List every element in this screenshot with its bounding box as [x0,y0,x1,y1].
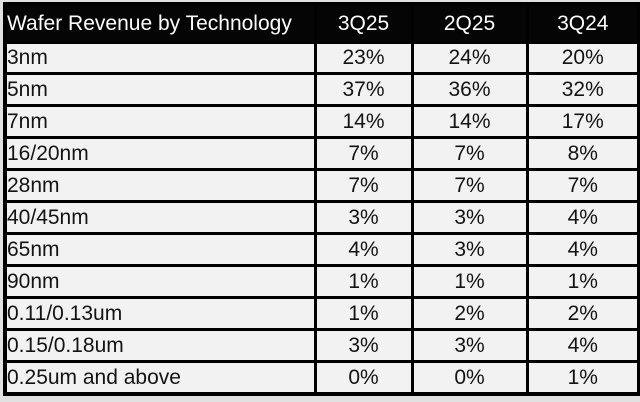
value-cell: 3% [410,200,529,236]
value-cell: 4% [525,232,640,268]
table-row: 0.11/0.13um 1% 2% 2% [3,296,640,331]
value-cell: 14% [313,104,414,140]
value-cell: 3% [410,232,529,268]
table-row: 40/45nm 3% 3% 4% [3,200,640,236]
row-label-cell: 0.15/0.18um [3,327,317,363]
value-cell: 3% [313,327,414,363]
value-cell: 1% [313,264,414,299]
value-cell: 1% [525,264,640,299]
table-row: 3nm 23% 24% 20% [3,40,640,76]
value-cell: 17% [525,104,640,140]
value-cell: 2% [525,296,640,331]
wafer-revenue-table-container: Wafer Revenue by Technology 3Q25 2Q25 3Q… [3,2,640,396]
table-row: 0.15/0.18um 3% 3% 4% [3,327,640,363]
value-cell: 7% [410,136,529,172]
table-row: 5nm 37% 36% 32% [3,72,640,108]
value-cell: 0% [313,359,414,396]
value-cell: 7% [313,136,414,172]
value-cell: 3% [410,327,529,363]
column-header-3q25: 3Q25 [313,2,414,44]
value-cell: 7% [313,168,414,204]
row-label-cell: 7nm [3,104,317,140]
row-label-cell: 0.11/0.13um [3,296,317,331]
table-title: Wafer Revenue by Technology [3,2,317,44]
value-cell: 37% [313,72,414,108]
value-cell: 3% [313,200,414,236]
row-label-cell: 40/45nm [3,200,317,236]
value-cell: 4% [525,327,640,363]
table-row: 0.25um and above 0% 0% 1% [3,359,640,396]
value-cell: 4% [313,232,414,268]
row-label-cell: 90nm [3,264,317,299]
wafer-revenue-table: Wafer Revenue by Technology 3Q25 2Q25 3Q… [3,2,640,396]
table-row: 7nm 14% 14% 17% [3,104,640,140]
row-label-cell: 0.25um and above [3,359,317,396]
table-row: 28nm 7% 7% 7% [3,168,640,204]
table-row: 65nm 4% 3% 4% [3,232,640,268]
value-cell: 1% [525,359,640,396]
value-cell: 8% [525,136,640,172]
row-label-cell: 5nm [3,72,317,108]
table-row: 90nm 1% 1% 1% [3,264,640,299]
value-cell: 0% [410,359,529,396]
table-header-row: Wafer Revenue by Technology 3Q25 2Q25 3Q… [3,2,640,44]
column-header-2q25: 2Q25 [410,2,529,44]
row-label-cell: 16/20nm [3,136,317,172]
value-cell: 4% [525,200,640,236]
value-cell: 1% [410,264,529,299]
value-cell: 1% [313,296,414,331]
value-cell: 7% [525,168,640,204]
table-row: 16/20nm 7% 7% 8% [3,136,640,172]
value-cell: 32% [525,72,640,108]
row-label-cell: 65nm [3,232,317,268]
row-label-cell: 3nm [3,40,317,76]
value-cell: 20% [525,40,640,76]
value-cell: 23% [313,40,414,76]
value-cell: 2% [410,296,529,331]
value-cell: 14% [410,104,529,140]
value-cell: 24% [410,40,529,76]
row-label-cell: 28nm [3,168,317,204]
value-cell: 36% [410,72,529,108]
column-header-3q24: 3Q24 [525,2,640,44]
value-cell: 7% [410,168,529,204]
table-body: 3nm 23% 24% 20% 5nm 37% 36% 32% 7nm 14% 14% 17% 16/2… [3,40,640,396]
